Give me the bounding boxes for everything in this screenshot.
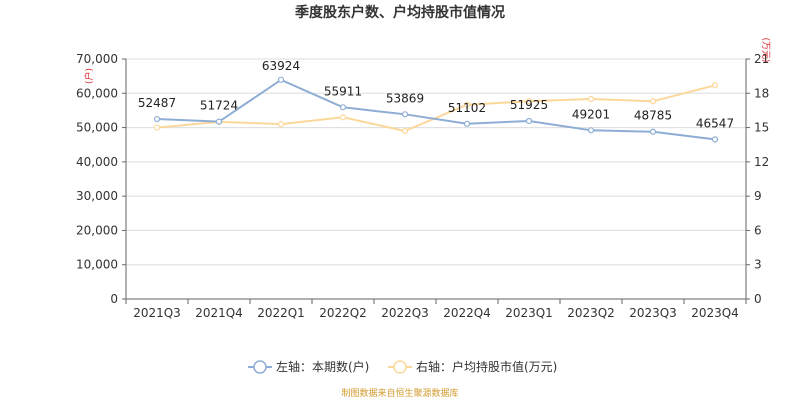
left-tick-label: 60,000 — [76, 86, 118, 100]
axes: 0 0 10,000 3 20,000 6 30,000 9 40,000 12 50,000 15 6… — [76, 52, 769, 320]
legend-swatch-marker — [393, 360, 407, 374]
data-label: 46547 — [696, 116, 734, 130]
left-tick-label: 70,000 — [76, 52, 118, 66]
left-tick-label: 20,000 — [76, 223, 118, 237]
right-tick-label: 15 — [754, 121, 769, 135]
x-tick-label: 2022Q1 — [257, 306, 305, 320]
data-label: 51102 — [448, 101, 486, 115]
data-point — [463, 101, 471, 108]
data-point — [587, 127, 595, 134]
data-point — [153, 124, 161, 131]
data-point — [649, 98, 657, 105]
right-tick-label: 18 — [754, 86, 769, 100]
legend-label: 右轴：户均持股市值(万元) — [416, 359, 557, 374]
series-line-1 — [156, 84, 716, 133]
data-point — [339, 114, 347, 121]
data-point — [463, 120, 471, 127]
data-point — [711, 82, 719, 89]
legend-item: 右轴：户均持股市值(万元) — [388, 359, 557, 374]
data-point — [277, 76, 285, 83]
right-axis-unit: (万元) — [760, 37, 770, 62]
left-axis-unit: (户) — [83, 68, 95, 84]
legend-label: 左轴：本期数(户) — [276, 359, 369, 374]
right-tick-label: 6 — [754, 223, 762, 237]
right-tick-label: 0 — [754, 292, 762, 306]
left-tick-label: 10,000 — [76, 258, 118, 272]
grid — [126, 58, 746, 266]
left-tick-label: 40,000 — [76, 155, 118, 169]
data-label: 49201 — [572, 107, 610, 121]
left-tick-label: 30,000 — [76, 189, 118, 203]
data-label: 51724 — [200, 99, 238, 113]
right-tick-label: 21 — [754, 52, 769, 66]
x-tick-label: 2022Q4 — [443, 306, 491, 320]
data-label: 55911 — [324, 84, 362, 98]
x-tick-label: 2023Q3 — [629, 306, 677, 320]
data-point — [277, 121, 285, 128]
left-tick-label: 0 — [110, 292, 118, 306]
legend-swatch-marker — [253, 360, 267, 374]
x-tick-label: 2023Q2 — [567, 306, 615, 320]
right-tick-label: 9 — [754, 189, 762, 203]
left-tick-label: 50,000 — [76, 121, 118, 135]
data-label: 53869 — [386, 91, 424, 105]
data-labels: 52487 51724 63924 55911 53869 51102 51925 49201… — [138, 59, 734, 131]
series-line-0 — [156, 78, 716, 141]
right-tick-label: 12 — [754, 155, 769, 169]
legend: 左轴：本期数(户) 右轴：户均持股市值(万元) — [248, 359, 557, 374]
x-tick-label: 2021Q4 — [195, 306, 243, 320]
source-note: 制图数据来自恒生聚源数据库 — [341, 387, 458, 399]
data-point — [587, 95, 595, 103]
x-tick-label: 2023Q1 — [505, 306, 553, 320]
data-point — [711, 136, 719, 143]
series — [153, 76, 719, 143]
x-tick-label: 2022Q3 — [381, 306, 429, 320]
chart-title: 季度股东户数、户均持股市值情况 — [294, 4, 505, 21]
data-point — [649, 128, 657, 135]
x-tick-label: 2022Q2 — [319, 306, 367, 320]
data-point — [215, 118, 223, 125]
data-label: 48785 — [634, 109, 672, 123]
data-label: 63924 — [262, 59, 300, 73]
data-point — [153, 115, 161, 123]
x-tick-label: 2021Q3 — [133, 306, 181, 320]
data-point — [401, 127, 409, 135]
data-label: 51925 — [510, 98, 548, 112]
data-point — [339, 104, 347, 111]
x-tick-label: 2023Q4 — [691, 306, 739, 320]
right-tick-label: 3 — [754, 258, 762, 272]
data-point — [401, 111, 409, 118]
legend-item: 左轴：本期数(户) — [248, 359, 369, 374]
data-point — [525, 117, 533, 125]
data-label: 52487 — [138, 96, 176, 110]
data-point — [525, 98, 533, 105]
